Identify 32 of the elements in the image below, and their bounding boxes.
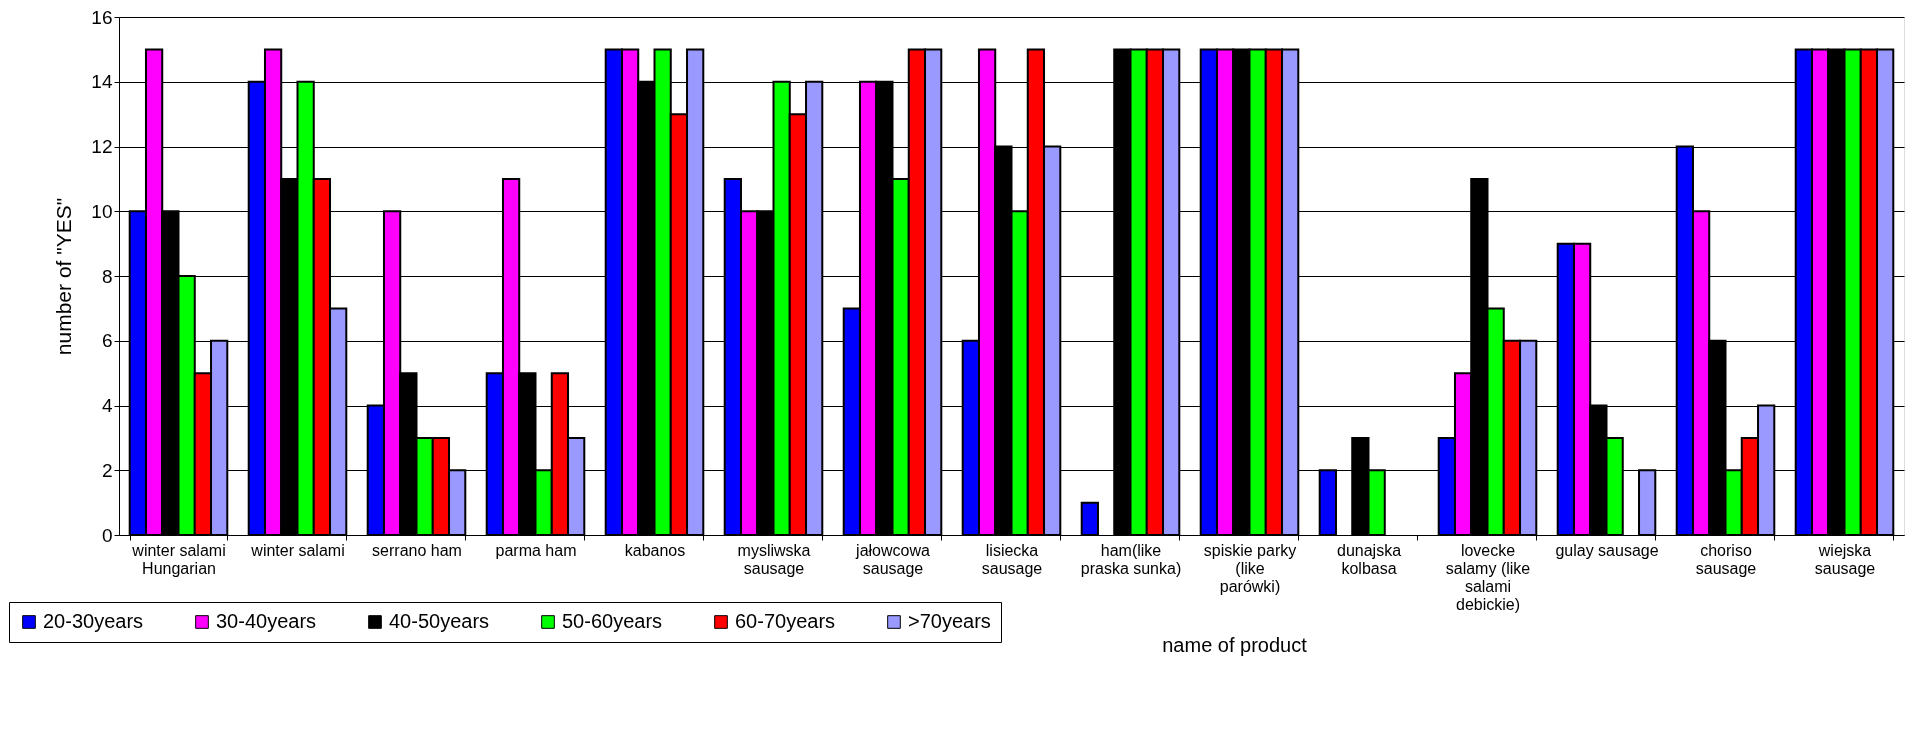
x-tick-label: ham(like praska sunka) <box>1080 541 1182 577</box>
x-tick-label: serrano ham <box>372 541 462 559</box>
x-tick-label: winter salami <box>250 541 345 559</box>
y-tick-label: 12 <box>91 136 113 157</box>
x-tick-label: gulay sausage <box>1555 541 1659 559</box>
y-tick-label: 16 <box>91 6 113 28</box>
legend-label: 40-50years <box>389 610 490 632</box>
y-tick-label: 14 <box>91 71 113 93</box>
x-tick-label: spiskie parky (like parówki) <box>1203 541 1297 595</box>
y-tick-label: 0 <box>101 524 113 546</box>
y-tick-label: 4 <box>101 395 113 416</box>
x-tick-label: kabanos <box>624 541 686 559</box>
x-tick-label: wiejska sausage <box>1814 541 1876 577</box>
legend-label: 30-40years <box>216 610 317 632</box>
y-tick-label: 10 <box>91 200 113 222</box>
x-tick-label: parma ham <box>495 541 577 559</box>
y-axis-title: number of "YES" <box>52 197 76 356</box>
x-tick-label: lovecke salamy (like salami debickie) <box>1445 541 1531 613</box>
x-tick-label: choriso sausage <box>1695 541 1757 577</box>
x-tick-label: winter salami Hungarian <box>131 541 226 577</box>
x-axis-title: name of product <box>1162 633 1308 656</box>
legend-label: 20-30years <box>43 610 144 632</box>
x-tick-label: dunajska kolbasa <box>1336 541 1402 577</box>
legend-label: 60-70years <box>735 610 836 632</box>
legend-label: 50-60years <box>562 610 663 632</box>
legend-label: >70years <box>908 610 991 632</box>
x-tick-label: lisiecka sausage <box>981 541 1043 577</box>
x-tick-label: mysliwska sausage <box>737 541 811 577</box>
y-tick-label: 8 <box>101 265 113 287</box>
y-tick-label: 2 <box>101 459 113 481</box>
y-tick-label: 6 <box>101 330 113 352</box>
x-tick-label: jałowcowa sausage <box>855 541 931 577</box>
